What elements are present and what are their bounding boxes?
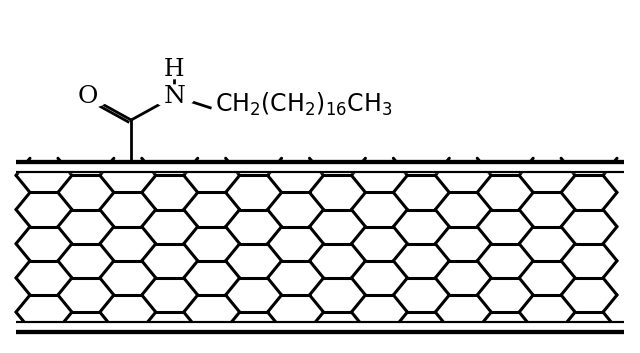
Circle shape: [68, 85, 109, 108]
Text: H: H: [164, 58, 184, 81]
Circle shape: [158, 61, 190, 79]
Text: O: O: [78, 85, 99, 108]
Text: N: N: [163, 85, 185, 108]
Circle shape: [154, 85, 195, 108]
Text: $\mathsf{CH_2(CH_2)_{16}CH_3}$: $\mathsf{CH_2(CH_2)_{16}CH_3}$: [215, 91, 393, 118]
